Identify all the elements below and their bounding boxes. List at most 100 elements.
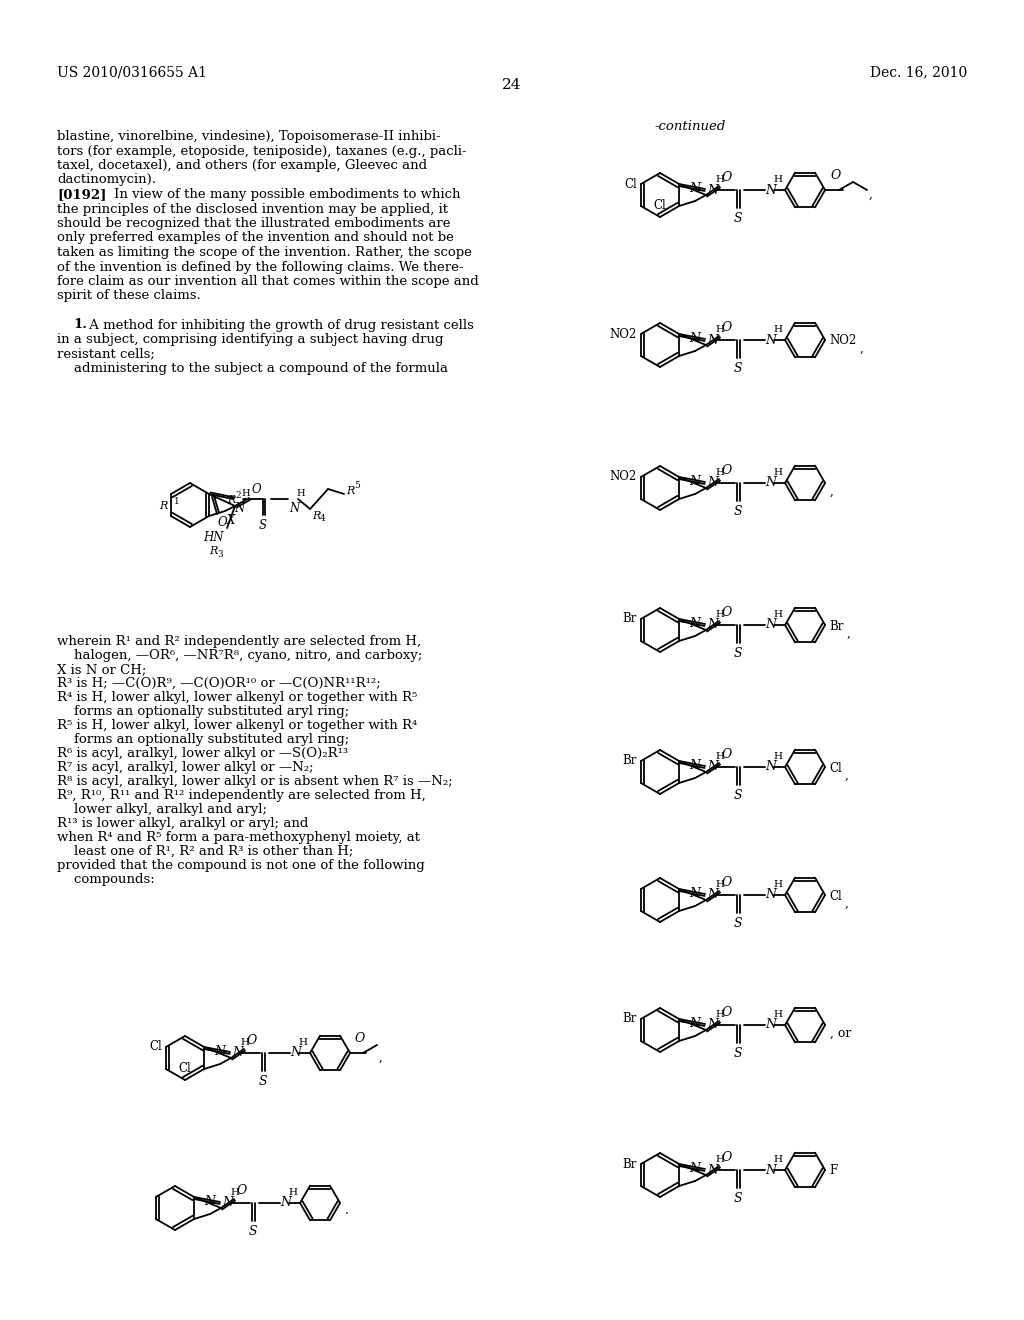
Text: of the invention is defined by the following claims. We there-: of the invention is defined by the follo… — [57, 260, 464, 273]
Text: ,: , — [860, 342, 864, 355]
Text: H: H — [715, 1010, 724, 1019]
Text: N: N — [765, 183, 776, 197]
Text: O: O — [721, 748, 731, 762]
Text: HN: HN — [204, 531, 224, 544]
Text: H: H — [773, 469, 782, 477]
Text: N: N — [215, 1045, 225, 1059]
Text: H: H — [773, 880, 782, 888]
Text: S: S — [734, 213, 742, 224]
Text: H: H — [715, 176, 724, 183]
Text: F: F — [829, 1164, 838, 1177]
Text: in a subject, comprising identifying a subject having drug: in a subject, comprising identifying a s… — [57, 333, 443, 346]
Text: taken as limiting the scope of the invention. Rather, the scope: taken as limiting the scope of the inven… — [57, 246, 472, 259]
Text: Cl: Cl — [829, 762, 842, 775]
Text: N: N — [689, 1162, 700, 1175]
Text: blastine, vinorelbine, vindesine), Topoisomerase-II inhibi-: blastine, vinorelbine, vindesine), Topoi… — [57, 129, 440, 143]
Text: N: N — [280, 1196, 291, 1209]
Text: N: N — [765, 1019, 776, 1031]
Text: 5: 5 — [354, 482, 359, 491]
Text: 2: 2 — [236, 491, 241, 500]
Text: A method for inhibiting the growth of drug resistant cells: A method for inhibiting the growth of dr… — [85, 318, 474, 331]
Text: ,: , — [847, 627, 851, 639]
Text: S: S — [259, 519, 267, 532]
Text: spirit of these claims.: spirit of these claims. — [57, 289, 201, 302]
Text: wherein R¹ and R² independently are selected from H,: wherein R¹ and R² independently are sele… — [57, 635, 421, 648]
Text: forms an optionally substituted aryl ring;: forms an optionally substituted aryl rin… — [57, 705, 349, 718]
Text: taxel, docetaxel), and others (for example, Gleevec and: taxel, docetaxel), and others (for examp… — [57, 158, 427, 172]
Text: R⁹, R¹⁰, R¹¹ and R¹² independently are selected from H,: R⁹, R¹⁰, R¹¹ and R¹² independently are s… — [57, 789, 426, 803]
Text: N: N — [689, 1016, 700, 1030]
Text: when R⁴ and R⁵ form a para-methoxyphenyl moiety, at: when R⁴ and R⁵ form a para-methoxyphenyl… — [57, 832, 420, 843]
Text: H: H — [773, 325, 782, 334]
Text: N: N — [290, 1047, 301, 1060]
Text: X: X — [227, 513, 236, 527]
Text: N: N — [689, 333, 700, 345]
Text: H: H — [240, 1038, 249, 1047]
Text: H: H — [715, 1155, 724, 1164]
Text: N: N — [765, 1163, 776, 1176]
Text: H: H — [773, 752, 782, 762]
Text: R: R — [346, 486, 354, 496]
Text: X is N or CH;: X is N or CH; — [57, 663, 146, 676]
Text: N: N — [707, 183, 718, 197]
Text: N: N — [222, 1196, 233, 1209]
Text: R: R — [227, 495, 236, 506]
Text: Br: Br — [829, 619, 844, 632]
Text: 1.: 1. — [73, 318, 87, 331]
Text: N: N — [707, 334, 718, 346]
Text: N: N — [707, 477, 718, 490]
Text: -continued: -continued — [655, 120, 726, 133]
Text: O: O — [217, 516, 226, 529]
Text: N: N — [765, 334, 776, 346]
Text: O: O — [721, 876, 731, 888]
Text: Cl: Cl — [625, 177, 637, 190]
Text: dactinomycin).: dactinomycin). — [57, 173, 156, 186]
Text: 24: 24 — [502, 78, 522, 92]
Text: Br: Br — [623, 1158, 637, 1171]
Text: 3: 3 — [217, 550, 222, 558]
Text: [0192]: [0192] — [57, 187, 106, 201]
Text: NO2: NO2 — [609, 327, 637, 341]
Text: Cl: Cl — [178, 1063, 191, 1074]
Text: fore claim as our invention all that comes within the scope and: fore claim as our invention all that com… — [57, 275, 479, 288]
Text: S: S — [734, 506, 742, 517]
Text: halogen, —OR⁶, —NR⁷R⁸, cyano, nitro, and carboxy;: halogen, —OR⁶, —NR⁷R⁸, cyano, nitro, and… — [57, 649, 422, 663]
Text: O: O — [246, 1034, 256, 1047]
Text: R³ is H; —C(O)R⁹, —C(O)OR¹⁰ or —C(O)NR¹¹R¹²;: R³ is H; —C(O)R⁹, —C(O)OR¹⁰ or —C(O)NR¹¹… — [57, 677, 381, 690]
Text: H: H — [298, 1038, 307, 1047]
Text: H: H — [715, 752, 724, 762]
Text: O: O — [251, 483, 261, 496]
Text: S: S — [734, 917, 742, 931]
Text: compounds:: compounds: — [57, 873, 155, 886]
Text: ,: , — [845, 896, 849, 909]
Text: ,: , — [830, 484, 834, 498]
Text: N: N — [707, 1019, 718, 1031]
Text: R⁵ is H, lower alkyl, lower alkenyl or together with R⁴: R⁵ is H, lower alkyl, lower alkenyl or t… — [57, 719, 417, 733]
Text: H: H — [715, 469, 724, 477]
Text: O: O — [721, 606, 731, 619]
Text: least one of R¹, R² and R³ is other than H;: least one of R¹, R² and R³ is other than… — [57, 845, 353, 858]
Text: H: H — [715, 610, 724, 619]
Text: S: S — [734, 362, 742, 375]
Text: H: H — [288, 1188, 297, 1197]
Text: N: N — [689, 182, 700, 195]
Text: N: N — [232, 1047, 243, 1060]
Text: R⁶ is acyl, aralkyl, lower alkyl or —S(O)₂R¹³: R⁶ is acyl, aralkyl, lower alkyl or —S(O… — [57, 747, 348, 760]
Text: 1: 1 — [174, 498, 179, 506]
Text: 4: 4 — [321, 513, 326, 523]
Text: R⁷ is acyl, aralkyl, lower alkyl or —N₂;: R⁷ is acyl, aralkyl, lower alkyl or —N₂; — [57, 762, 313, 774]
Text: O: O — [721, 172, 731, 183]
Text: R¹³ is lower alkyl, aralkyl or aryl; and: R¹³ is lower alkyl, aralkyl or aryl; and — [57, 817, 308, 830]
Text: ,: , — [845, 768, 849, 781]
Text: NO2: NO2 — [609, 470, 637, 483]
Text: H: H — [241, 488, 250, 498]
Text: H: H — [296, 488, 305, 498]
Text: lower alkyl, aralkyl and aryl;: lower alkyl, aralkyl and aryl; — [57, 803, 267, 816]
Text: N: N — [205, 1195, 216, 1208]
Text: O: O — [721, 1006, 731, 1019]
Text: Cl: Cl — [150, 1040, 162, 1053]
Text: N: N — [765, 888, 776, 902]
Text: ,: , — [379, 1051, 383, 1064]
Text: Cl: Cl — [829, 890, 842, 903]
Text: tors (for example, etoposide, teniposide), taxanes (e.g., pacli-: tors (for example, etoposide, teniposide… — [57, 144, 467, 157]
